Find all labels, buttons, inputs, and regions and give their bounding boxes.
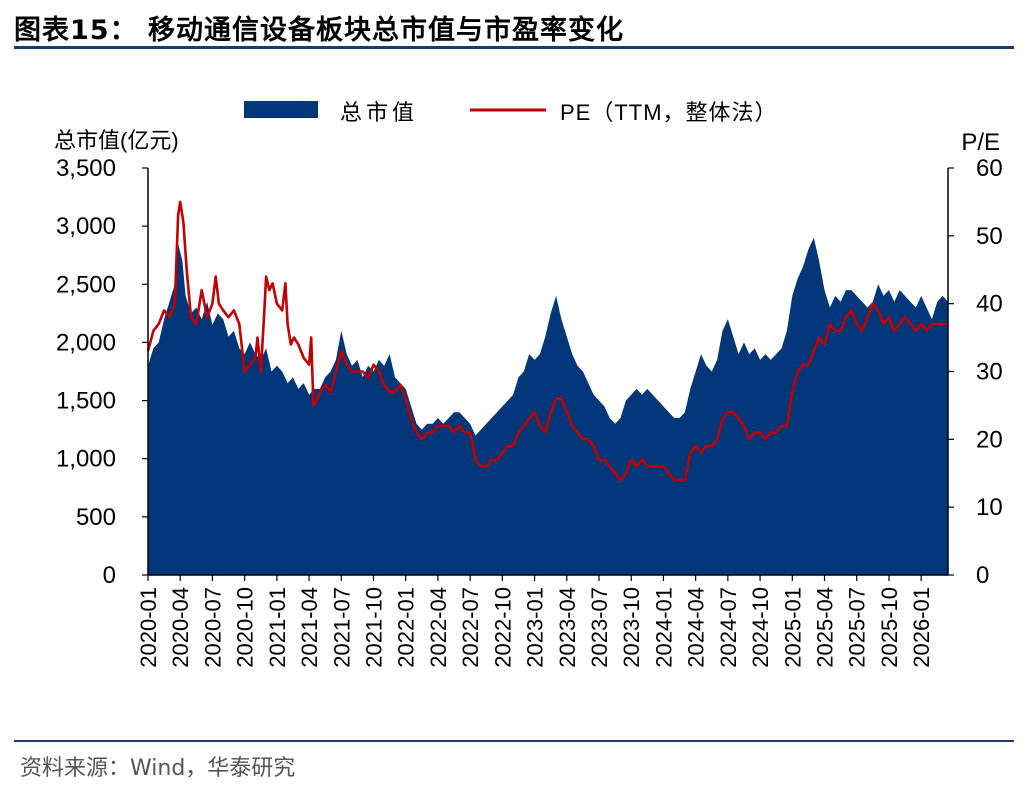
x-tick-label: 2020-07 xyxy=(200,587,225,668)
x-tick-label: 2021-01 xyxy=(265,587,290,668)
left-tick-label: 0 xyxy=(103,562,116,589)
x-tick-label: 2023-10 xyxy=(619,587,644,668)
left-tick-label: 3,500 xyxy=(56,155,116,182)
x-tick-label: 2025-04 xyxy=(813,587,838,668)
left-tick-label: 2,500 xyxy=(56,271,116,298)
title-divider xyxy=(14,46,1014,49)
x-tick-label: 2022-07 xyxy=(458,587,483,668)
left-tick-label: 500 xyxy=(76,504,116,531)
x-tick-label: 2024-01 xyxy=(651,587,676,668)
left-tick-label: 2,000 xyxy=(56,329,116,356)
axes: 0 500 1,000 1,500 2,000 2,500 3,000 3,500 0 10 20 3… xyxy=(54,128,1003,668)
legend-swatch-market-cap xyxy=(244,101,318,118)
left-tick-label: 3,000 xyxy=(56,213,116,240)
x-tick-label: 2021-04 xyxy=(297,587,322,668)
x-tick-label: 2024-07 xyxy=(716,587,741,668)
series-market-cap-area xyxy=(148,237,948,576)
x-tick-label: 2022-01 xyxy=(394,587,419,668)
x-tick-label: 2023-01 xyxy=(523,587,548,668)
x-tick-label: 2020-04 xyxy=(168,587,193,668)
source-note: 资料来源：Wind，华泰研究 xyxy=(20,756,296,781)
right-tick-label: 30 xyxy=(976,359,1003,386)
x-tick-label: 2020-01 xyxy=(136,587,161,668)
series-pe-line xyxy=(146,200,948,482)
left-axis-title: 总市值(亿元) xyxy=(54,128,179,153)
right-tick-label: 0 xyxy=(976,562,989,589)
plot-area xyxy=(146,200,948,576)
x-tick-label: 2025-01 xyxy=(780,587,805,668)
figure-title: 图表15： 移动通信设备板块总市值与市盈率变化 xyxy=(14,15,624,46)
x-tick-label: 2023-07 xyxy=(587,587,612,668)
right-axis-title: P/E xyxy=(961,129,1000,156)
x-tick-label: 2022-04 xyxy=(426,587,451,668)
x-tick-label: 2025-07 xyxy=(845,587,870,668)
legend-label-market-cap: 总市值 xyxy=(340,100,418,125)
x-tick-label: 2021-07 xyxy=(329,587,354,668)
right-tick-label: 40 xyxy=(976,291,1003,318)
x-tick-label: 2024-04 xyxy=(684,587,709,668)
x-tick-label: 2025-10 xyxy=(877,587,902,668)
right-tick-label: 60 xyxy=(976,155,1003,182)
right-tick-label: 50 xyxy=(976,223,1003,250)
x-tick-label: 2024-10 xyxy=(748,587,773,668)
x-tick-label: 2023-04 xyxy=(555,587,580,668)
right-tick-label: 20 xyxy=(976,426,1003,453)
right-tick-label: 10 xyxy=(976,494,1003,521)
legend: 总市值 PE（TTM，整体法） xyxy=(244,100,778,125)
legend-label-pe: PE（TTM，整体法） xyxy=(560,100,778,125)
source-divider xyxy=(14,740,1014,742)
left-tick-label: 1,000 xyxy=(56,446,116,473)
x-tick-label: 2020-10 xyxy=(233,587,258,668)
x-tick-label: 2022-10 xyxy=(490,587,515,668)
left-tick-label: 1,500 xyxy=(56,388,116,415)
x-tick-label: 2021-10 xyxy=(362,587,387,668)
x-tick-label: 2026-01 xyxy=(909,587,934,668)
